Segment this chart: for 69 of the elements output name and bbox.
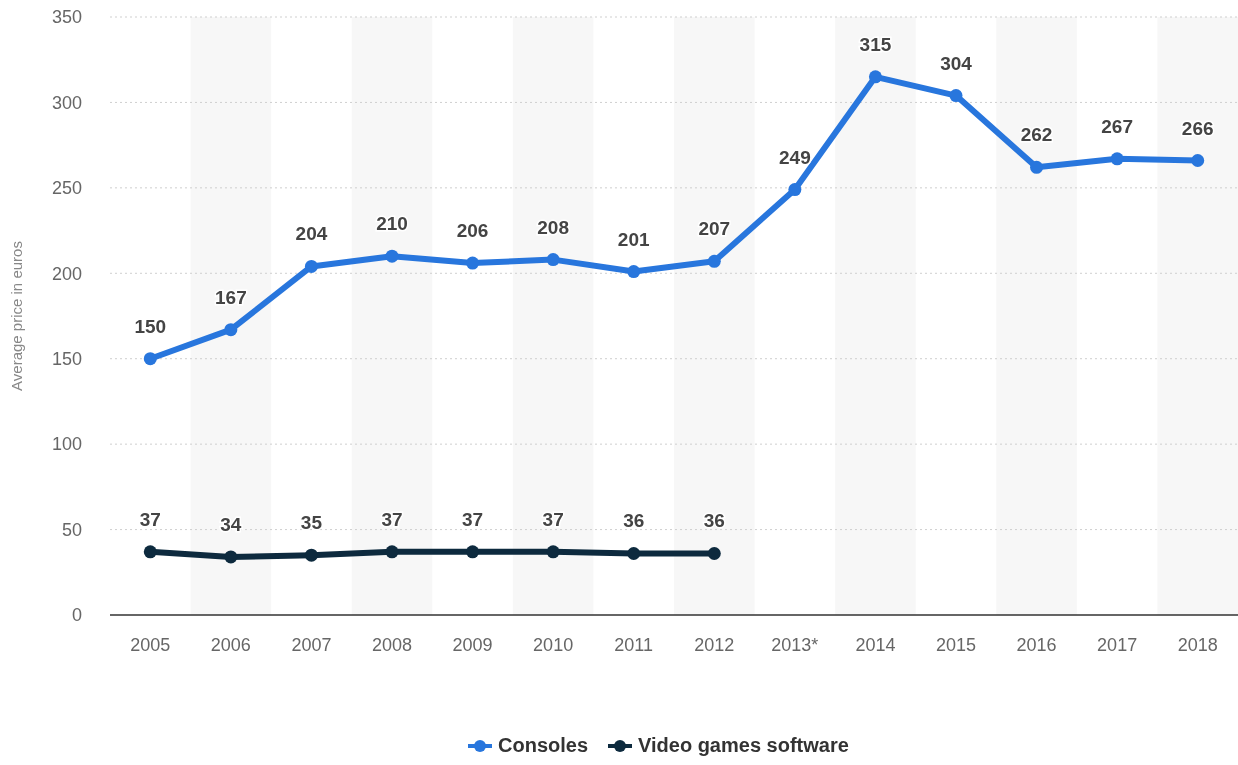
x-tick-label: 2006 xyxy=(210,635,251,655)
data-label: 150 xyxy=(134,315,167,337)
data-label: 315 xyxy=(859,33,892,55)
data-label: 35 xyxy=(300,512,323,534)
point xyxy=(466,256,480,270)
data-label: 167 xyxy=(215,286,247,308)
data-label: 304 xyxy=(940,52,973,74)
x-tick-label: 2013* xyxy=(771,635,819,655)
x-tick-label: 2010 xyxy=(533,635,574,655)
point xyxy=(466,545,480,559)
data-label: 37 xyxy=(381,508,403,530)
point xyxy=(385,545,399,559)
x-tick-label: 2007 xyxy=(291,635,332,655)
point xyxy=(224,323,238,337)
data-label: 267 xyxy=(1101,115,1133,137)
y-tick-label: 0 xyxy=(71,605,82,626)
point xyxy=(1191,154,1205,168)
y-tick-label: 200 xyxy=(51,263,82,284)
data-label: 266 xyxy=(1181,117,1214,139)
y-tick-label: 250 xyxy=(51,178,82,199)
legend-label: Consoles xyxy=(498,734,589,756)
point xyxy=(143,352,157,366)
y-tick-label: 300 xyxy=(51,92,82,113)
point xyxy=(546,545,560,559)
data-label: 37 xyxy=(462,508,484,530)
point xyxy=(546,253,560,267)
point xyxy=(707,546,721,560)
x-tick-label: 2017 xyxy=(1097,635,1138,655)
point xyxy=(788,183,802,197)
point xyxy=(707,254,721,268)
x-tick-label: 2014 xyxy=(855,635,896,655)
y-axis-title: Average price in euros xyxy=(8,241,25,391)
data-label: 201 xyxy=(617,228,650,250)
x-tick-label: 2012 xyxy=(694,635,735,655)
point xyxy=(224,550,238,564)
data-label: 249 xyxy=(779,146,811,168)
data-label: 262 xyxy=(1020,124,1053,146)
x-tick-label: 2015 xyxy=(935,635,977,655)
point xyxy=(1110,152,1124,166)
y-tick-label: 50 xyxy=(61,519,82,540)
data-label: 36 xyxy=(703,510,725,532)
point xyxy=(627,265,641,279)
data-label: 210 xyxy=(376,213,408,235)
x-tick-label: 2016 xyxy=(1016,635,1057,655)
data-label: 37 xyxy=(139,508,161,530)
point xyxy=(1030,160,1044,174)
legend-label: Video games software xyxy=(638,734,849,756)
point xyxy=(304,548,318,562)
data-label: 37 xyxy=(542,508,564,530)
point xyxy=(868,70,882,84)
data-label: 34 xyxy=(220,513,242,535)
point xyxy=(304,259,318,273)
y-tick-label: 350 xyxy=(51,7,82,28)
x-tick-label: 2008 xyxy=(371,635,413,655)
x-tick-label: 2009 xyxy=(452,635,493,655)
point xyxy=(385,249,399,263)
x-tick-label: 2011 xyxy=(614,635,654,655)
data-label: 36 xyxy=(623,510,645,532)
x-tick-label: 2005 xyxy=(130,635,171,655)
y-tick-label: 100 xyxy=(51,434,82,455)
data-label: 207 xyxy=(698,218,731,240)
data-label: 204 xyxy=(295,223,328,245)
y-tick-label: 150 xyxy=(51,349,82,370)
data-label: 206 xyxy=(456,220,489,242)
point xyxy=(627,546,641,560)
data-label: 208 xyxy=(537,216,569,238)
x-tick-label: 2018 xyxy=(1177,635,1218,655)
point xyxy=(143,545,157,559)
point xyxy=(949,89,963,103)
